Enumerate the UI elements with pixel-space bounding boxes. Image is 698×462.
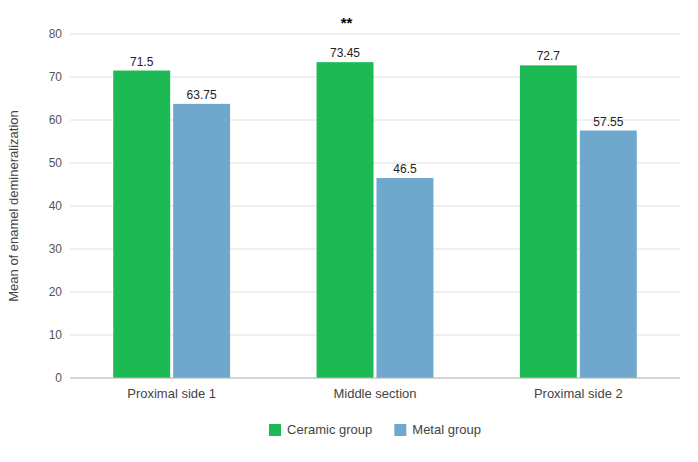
grid: [70, 34, 680, 378]
y-tick-label: 30: [49, 242, 63, 256]
x-tick-label: Proximal side 1: [127, 386, 216, 401]
y-tick-label: 80: [49, 27, 63, 41]
bar: [377, 178, 434, 378]
chart: 0 10 20 30 40 50 60 70 80 Mean of enamel deminera…: [0, 0, 698, 462]
bar: [520, 65, 577, 378]
legend-label: Ceramic group: [287, 422, 372, 437]
data-label: 63.75: [187, 88, 217, 102]
grid-line: [70, 378, 680, 379]
legend-label: Metal group: [412, 422, 481, 437]
bar: [113, 71, 170, 378]
bar: [580, 131, 637, 378]
y-tick-label: 40: [49, 199, 63, 213]
data-label: 72.7: [537, 49, 561, 63]
x-axis-line: [70, 378, 680, 379]
bar: [317, 62, 374, 378]
legend-item: Metal group: [394, 422, 481, 437]
data-labels: 71.5 73.45 72.7 63.75 46.5 57.55: [130, 46, 624, 176]
grid-line: [70, 34, 680, 35]
data-label: 71.5: [130, 55, 154, 69]
y-tick-label: 10: [49, 328, 63, 342]
x-tick-label: Middle section: [333, 386, 416, 401]
y-tick-label: 60: [49, 113, 63, 127]
y-tick-label: 0: [55, 371, 62, 385]
y-axis-label: Mean of enamel demineralization: [6, 110, 21, 302]
y-tick-label: 70: [49, 70, 63, 84]
data-label: 73.45: [330, 46, 360, 60]
legend: Ceramic group Metal group: [269, 422, 481, 437]
legend-swatch: [394, 424, 406, 436]
y-tick-label: 50: [49, 156, 63, 170]
legend-item: Ceramic group: [269, 422, 372, 437]
x-tick-label: Proximal side 2: [534, 386, 623, 401]
data-label: 46.5: [393, 162, 417, 176]
y-tick-label: 20: [49, 285, 63, 299]
bars: [113, 62, 637, 378]
annotation: **: [341, 14, 353, 31]
bar: [173, 104, 230, 378]
data-label: 57.55: [593, 115, 623, 129]
legend-swatch: [269, 424, 281, 436]
